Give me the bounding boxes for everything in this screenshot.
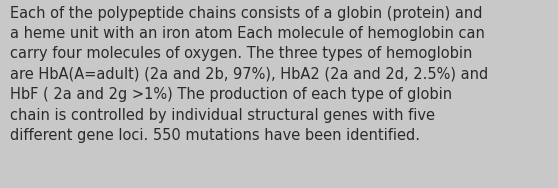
Text: Each of the polypeptide chains consists of a globin (protein) and
a heme unit wi: Each of the polypeptide chains consists … [10,6,488,143]
